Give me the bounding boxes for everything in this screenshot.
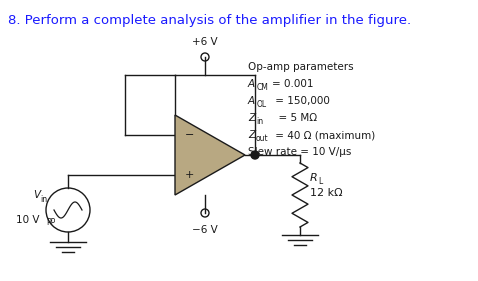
Text: in: in [256,117,263,126]
Polygon shape [175,115,245,195]
Text: PP: PP [47,218,56,227]
Text: −: − [185,130,195,140]
Text: +6 V: +6 V [192,37,218,47]
Text: L: L [318,177,322,186]
Text: = 40 Ω (maximum): = 40 Ω (maximum) [272,130,375,140]
Text: −6 V: −6 V [192,225,218,235]
Text: 12 kΩ: 12 kΩ [310,188,343,198]
Text: Op-amp parameters: Op-amp parameters [248,62,354,72]
Text: V: V [33,190,40,200]
Text: Z: Z [248,113,255,123]
Text: OL: OL [257,100,267,109]
Text: = 5 MΩ: = 5 MΩ [272,113,317,123]
Text: 10 V: 10 V [17,215,40,225]
Text: Slew rate = 10 V/μs: Slew rate = 10 V/μs [248,147,351,157]
Text: out: out [256,134,269,143]
Text: A: A [248,96,255,106]
Text: +: + [185,170,195,180]
Text: A: A [248,79,255,89]
Text: 8. Perform a complete analysis of the amplifier in the figure.: 8. Perform a complete analysis of the am… [8,14,411,27]
Circle shape [251,151,259,159]
Text: Z: Z [248,130,255,140]
Text: = 150,000: = 150,000 [272,96,330,106]
Text: CM: CM [257,83,269,92]
Text: in: in [40,195,47,204]
Text: = 0.001: = 0.001 [272,79,314,89]
Text: R: R [310,173,318,183]
